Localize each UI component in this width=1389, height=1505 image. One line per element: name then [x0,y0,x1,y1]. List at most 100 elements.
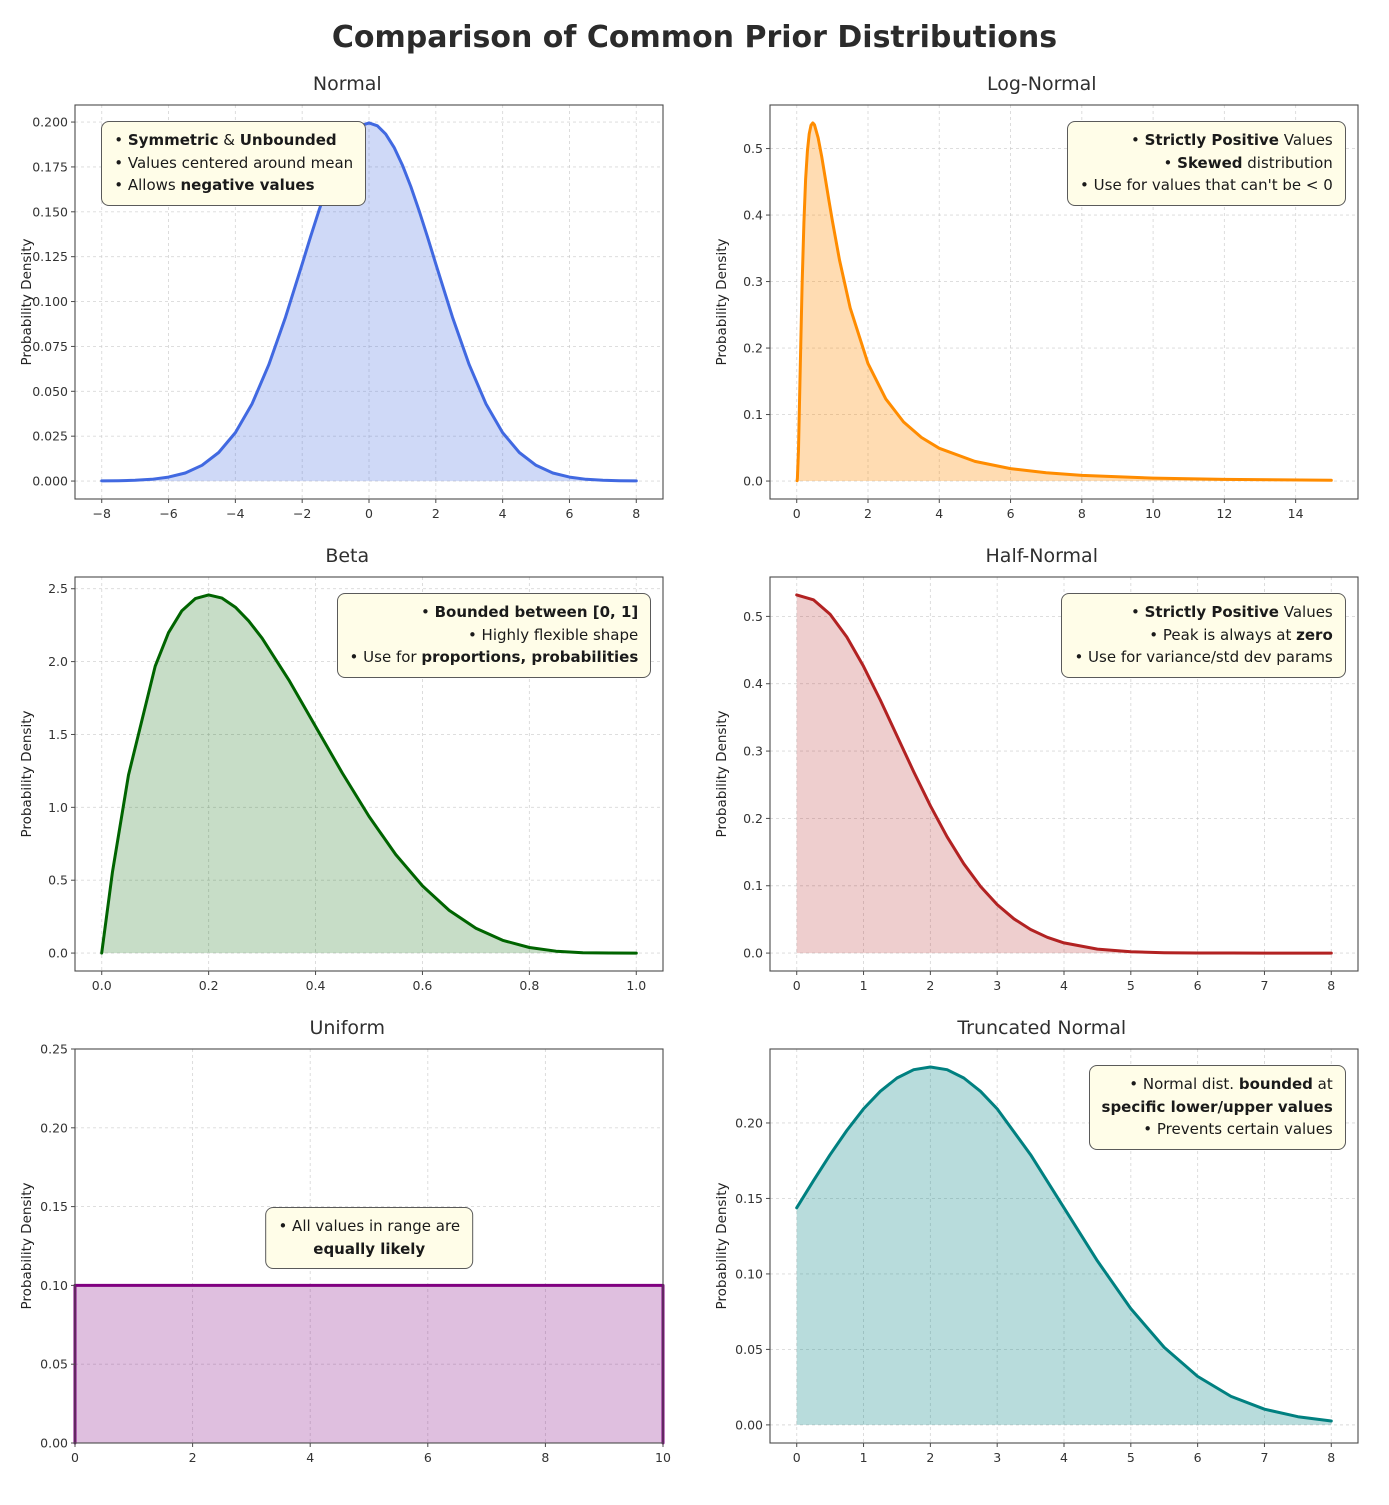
annotation-box-uniform: • All values in range are equally likely [265,1207,474,1269]
svg-text:Probability Density: Probability Density [19,239,35,366]
svg-text:1.5: 1.5 [48,727,68,742]
svg-text:2: 2 [432,506,440,521]
plot-svg-lognormal: 0 2 4 6 8 10 12 14 0.0 0.1 0.2 0.3 0.4 0.5 Probability… [714,104,1359,521]
svg-text:2: 2 [926,978,934,993]
svg-text:4: 4 [499,506,507,521]
plot-area-uniform: 0 2 4 6 8 10 0.00 0.05 0.10 0.15 0.20 0.25 Probabili… [17,1039,677,1479]
svg-text:0.00: 0.00 [40,1436,68,1451]
svg-text:4: 4 [1060,978,1068,993]
svg-text:0.050: 0.050 [32,384,68,399]
annotation-box-normal: • Symmetric & Unbounded • Values centered… [101,121,367,206]
svg-text:0.4: 0.4 [743,676,763,691]
chart-title-uniform: Uniform [309,1017,386,1039]
plot-svg-beta: 0.0 0.2 0.4 0.6 0.8 1.0 0.0 0.5 1.0 1.5 2.0 2.5 Prob… [19,576,664,993]
annotation-box-lognormal: • Strictly Positive Values • Skewed distr… [1067,121,1346,206]
plot-area-halfnormal: 0 1 2 3 4 5 6 7 8 0.0 0.1 0.2 0.3 0.4 0.5 Probability D… [712,567,1372,1007]
svg-text:0.4: 0.4 [306,978,326,993]
svg-text:Probability Density: Probability Density [714,1183,730,1310]
plot-area-lognormal: 0 2 4 6 8 10 12 14 0.0 0.1 0.2 0.3 0.4 0.5 Probability… [712,95,1372,535]
svg-text:7: 7 [1260,978,1268,993]
chart-panel-normal: Normal −8 −6 −4 −2 0 2 4 6 8 0.000 0.025 0.050 0.075… [0,67,695,535]
svg-text:0.3: 0.3 [743,274,763,289]
chart-panel-uniform: Uniform 0 2 4 6 8 10 0.00 0.05 0.10 0.15 0.20 0.25 P… [0,1011,695,1479]
svg-text:0.15: 0.15 [735,1191,763,1206]
svg-text:0.5: 0.5 [743,141,763,156]
svg-text:1: 1 [859,978,867,993]
svg-text:0.5: 0.5 [48,873,68,888]
svg-text:0.15: 0.15 [40,1199,68,1214]
annotation-box-truncatednormal: • Normal dist. bounded at specific lower/… [1088,1065,1346,1150]
svg-text:4: 4 [1060,1450,1068,1465]
svg-text:−6: −6 [160,506,178,521]
svg-text:Probability Density: Probability Density [19,1183,35,1310]
svg-text:0.0: 0.0 [48,946,68,961]
svg-text:0: 0 [793,506,801,521]
svg-text:0.100: 0.100 [32,294,68,309]
svg-text:0.00: 0.00 [735,1417,763,1432]
svg-text:6: 6 [1193,1450,1201,1465]
svg-text:0.200: 0.200 [32,115,68,130]
svg-text:0.000: 0.000 [32,474,68,489]
svg-text:4: 4 [935,506,943,521]
svg-text:1: 1 [859,1450,867,1465]
plot-area-normal: −8 −6 −4 −2 0 2 4 6 8 0.000 0.025 0.050 0.075 0.100 0.… [17,95,677,535]
svg-text:0: 0 [793,1450,801,1465]
svg-text:0.175: 0.175 [32,159,68,174]
svg-text:−8: −8 [93,506,111,521]
plot-svg-truncatednormal: 0 1 2 3 4 5 6 7 8 0.00 0.05 0.10 0.15 0.20 Probability… [714,1048,1359,1465]
svg-text:10: 10 [1145,506,1161,521]
chart-title-lognormal: Log-Normal [986,73,1097,95]
svg-text:0.150: 0.150 [32,204,68,219]
svg-text:8: 8 [633,506,641,521]
svg-text:0.10: 0.10 [40,1278,68,1293]
svg-text:0.075: 0.075 [32,339,68,354]
svg-text:Probability Density: Probability Density [714,239,730,366]
chart-title-beta: Beta [325,545,370,567]
svg-text:0.025: 0.025 [32,429,68,444]
svg-text:6: 6 [1006,506,1014,521]
svg-text:4: 4 [306,1450,314,1465]
chart-title-normal: Normal [312,73,382,95]
svg-text:6: 6 [566,506,574,521]
svg-text:0.2: 0.2 [743,341,763,356]
svg-text:14: 14 [1287,506,1303,521]
svg-text:8: 8 [1327,1450,1335,1465]
svg-text:0.10: 0.10 [735,1266,763,1281]
svg-text:2.5: 2.5 [48,581,68,596]
svg-text:12: 12 [1216,506,1232,521]
svg-text:8: 8 [1327,978,1335,993]
svg-text:Probability Density: Probability Density [19,711,35,838]
svg-text:2.0: 2.0 [48,654,68,669]
svg-text:2: 2 [189,1450,197,1465]
svg-text:0.2: 0.2 [743,811,763,826]
plot-svg-normal: −8 −6 −4 −2 0 2 4 6 8 0.000 0.025 0.050 0.075 0.100 0.… [19,104,664,521]
svg-text:0.2: 0.2 [199,978,219,993]
chart-title-halfnormal: Half-Normal [985,545,1098,567]
svg-text:8: 8 [542,1450,550,1465]
svg-text:Probability Density: Probability Density [714,711,730,838]
svg-text:2: 2 [864,506,872,521]
svg-text:0.05: 0.05 [40,1357,68,1372]
chart-panel-beta: Beta 0.0 0.2 0.4 0.6 0.8 1.0 0.0 0.5 1.0 1.5 2.0 2.… [0,539,695,1007]
svg-text:0.0: 0.0 [743,474,763,489]
figure: Comparison of Common Prior Distributions… [0,20,1389,1479]
svg-text:0.05: 0.05 [735,1342,763,1357]
svg-text:7: 7 [1260,1450,1268,1465]
chart-title-truncatednormal: Truncated Normal [957,1017,1127,1039]
svg-text:3: 3 [993,1450,1001,1465]
plot-area-truncatednormal: 0 1 2 3 4 5 6 7 8 0.00 0.05 0.10 0.15 0.20 Probability… [712,1039,1372,1479]
chart-grid: Normal −8 −6 −4 −2 0 2 4 6 8 0.000 0.025 0.050 0.075… [0,67,1389,1479]
chart-panel-halfnormal: Half-Normal 0 1 2 3 4 5 6 7 8 0.0 0.1 0.2 0.3 0.4 0.5 P… [695,539,1389,1007]
plot-svg-halfnormal: 0 1 2 3 4 5 6 7 8 0.0 0.1 0.2 0.3 0.4 0.5 Probability D… [714,576,1359,993]
svg-text:0.5: 0.5 [743,609,763,624]
svg-text:10: 10 [655,1450,671,1465]
svg-text:0.20: 0.20 [735,1115,763,1130]
svg-text:6: 6 [424,1450,432,1465]
chart-panel-lognormal: Log-Normal 0 2 4 6 8 10 12 14 0.0 0.1 0.2 0.3 0.4 0.5… [695,67,1389,535]
svg-text:5: 5 [1127,978,1135,993]
svg-text:2: 2 [926,1450,934,1465]
svg-text:0.125: 0.125 [32,249,68,264]
svg-text:0.25: 0.25 [40,1042,68,1057]
plot-svg-uniform: 0 2 4 6 8 10 0.00 0.05 0.10 0.15 0.20 0.25 Probabili… [19,1042,671,1466]
svg-text:0.4: 0.4 [743,208,763,223]
